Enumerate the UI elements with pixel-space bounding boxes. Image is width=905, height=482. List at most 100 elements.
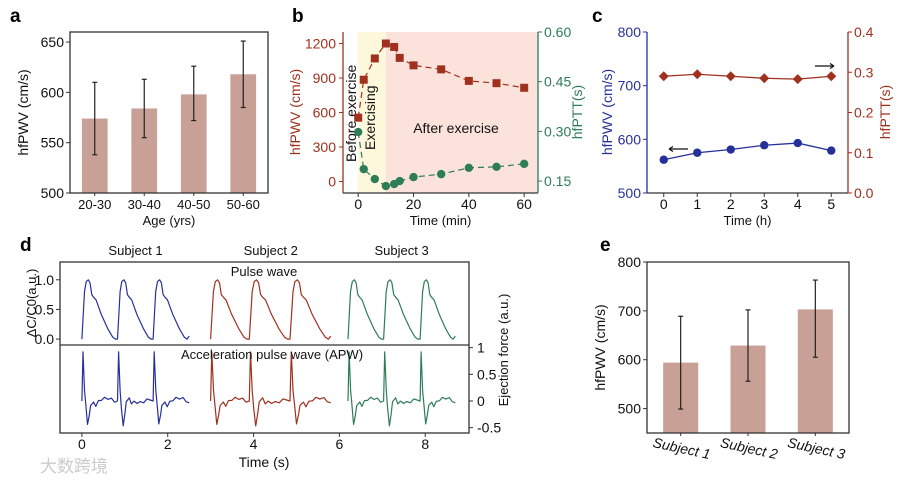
data-point-hfpwv: [520, 83, 529, 92]
y-tick-label-e: 800: [618, 254, 642, 270]
y-tick-label-d: 0.0: [35, 331, 55, 347]
plot-frame-a: [69, 31, 269, 194]
data-point-hfptt: [464, 163, 474, 173]
data-point-hfptt: [725, 71, 736, 82]
subject-label-3: Subject 3: [375, 243, 429, 258]
y2-tick-label-b: 0.30: [544, 123, 571, 139]
y-axis-label-b: hfPWV (cm/s): [287, 69, 303, 155]
data-point-hfptt: [792, 74, 803, 85]
y-tick-label-e: 700: [618, 303, 642, 319]
data-point-hfpwv: [409, 61, 418, 70]
x-tick-label-b: 0: [354, 196, 362, 212]
y-tick-label-e: 500: [618, 401, 642, 417]
subject-label-1: Subject 1: [108, 243, 162, 258]
data-point-hfptt: [759, 73, 770, 84]
apw-wave-subject-2: [210, 351, 331, 427]
x-tick-label-a: 50-60: [227, 197, 260, 212]
x-tick-label-d: 6: [335, 436, 343, 452]
panel-label-d: d: [20, 235, 32, 256]
y2-tick-label-d: 1: [477, 340, 485, 356]
data-point-hfpwv: [395, 53, 404, 62]
data-point-hfpwv: [793, 138, 802, 148]
x-tick-label-a: 40-50: [177, 197, 210, 212]
pulse-wave-subject-1: [81, 279, 190, 340]
series-line-hfpwv: [663, 142, 832, 161]
region-label-after: After exercise: [413, 120, 499, 136]
data-point-hfptt: [359, 164, 368, 174]
y-tick-label-c: 700: [618, 78, 642, 94]
y-tick-label-b: 900: [313, 70, 337, 86]
y2-axis-label-d: Ejection force (a.u.): [496, 294, 511, 407]
panel-label-e: e: [600, 235, 611, 256]
data-point-hfptt: [436, 169, 446, 179]
x-axis-label-b: Time (min): [410, 213, 472, 228]
x-axis-label-a: Age (yrs): [143, 213, 196, 228]
x-tick-label-c: 2: [727, 196, 735, 212]
x-tick-label-b: 40: [461, 196, 477, 212]
y2-tick-label-b: 0.45: [544, 74, 571, 90]
x-tick-label-e: Subject 2: [719, 434, 780, 462]
apw-wave-subject-3: [347, 351, 456, 427]
data-point-hfptt: [354, 127, 363, 137]
arrow-right-icon: [815, 62, 835, 70]
data-point-hfpwv: [359, 75, 368, 84]
x-tick-label-d: 4: [250, 436, 258, 452]
y2-tick-label-d: 0.5: [477, 366, 497, 382]
data-point-hfptt: [381, 181, 391, 191]
y2-tick-label-c: 0.4: [854, 24, 874, 40]
pulse-wave-subject-3: [347, 279, 456, 340]
data-point-hfpwv: [492, 79, 501, 88]
region-2: [385, 32, 538, 193]
y-tick-label-c: 800: [618, 24, 642, 40]
data-point-hfpwv: [827, 146, 836, 155]
y2-tick-label-c: 0.3: [854, 64, 874, 80]
panel-label-b: b: [292, 6, 304, 27]
data-point-hfptt: [519, 159, 529, 169]
data-point-hfpwv: [693, 148, 702, 157]
x-tick-label-d: 0: [78, 436, 86, 452]
data-point-hfpwv: [760, 141, 769, 150]
data-point-hfpwv: [464, 76, 473, 85]
data-point-hfpwv: [354, 113, 363, 122]
x-axis-label-d: Time (s): [239, 454, 290, 470]
y2-tick-label-d: -0.5: [477, 420, 501, 436]
data-point-hfpwv: [390, 42, 399, 51]
watermark: 大数跨境: [40, 457, 108, 476]
data-point-hfptt: [409, 172, 418, 182]
y-tick-label-a: 600: [41, 84, 65, 100]
x-tick-label-a: 20-30: [78, 197, 111, 212]
x-tick-label-b: 20: [406, 196, 422, 212]
y2-tick-label-b: 0.15: [544, 173, 571, 189]
region-label-before: Before exercise: [343, 65, 359, 162]
x-tick-label-d: 8: [421, 436, 429, 452]
x-tick-label-e: Subject 1: [651, 434, 711, 462]
subject-label-2: Subject 2: [244, 243, 298, 258]
panel-label-c: c: [592, 6, 603, 27]
panel-label-a: a: [10, 6, 21, 27]
apw-wave-subject-1: [81, 351, 190, 427]
series-line-hfptt: [663, 73, 832, 80]
y-tick-label-d: 0.5: [35, 301, 55, 317]
y-tick-label-c: 500: [618, 185, 642, 201]
y-axis-label-c: hfPWV (cm/s): [599, 69, 615, 155]
x-tick-label-b: 60: [516, 196, 532, 212]
data-point-hfpwv: [370, 54, 379, 63]
data-point-hfptt: [658, 71, 669, 82]
data-point-hfptt: [692, 69, 703, 80]
y2-tick-label-b: 0.60: [544, 24, 571, 40]
y-axis-label-e: hfPWV (cm/s): [592, 304, 608, 390]
y-tick-label-e: 600: [618, 352, 642, 368]
x-tick-label-d: 2: [164, 436, 172, 452]
data-point-hfpwv: [437, 65, 446, 74]
data-point-hfpwv: [659, 155, 668, 164]
x-tick-label-c: 4: [794, 196, 802, 212]
y2-axis-label-c: hfPTT(s): [877, 85, 893, 139]
y2-tick-label-c: 0.2: [854, 105, 874, 121]
apw-label: Acceleration pulse wave (APW): [181, 347, 363, 362]
y-tick-label-d: 1.0: [35, 272, 55, 288]
y-tick-label-a: 550: [41, 135, 65, 151]
x-tick-label-c: 0: [660, 196, 668, 212]
data-point-hfptt: [492, 162, 501, 172]
y-tick-label-b: 600: [313, 105, 337, 121]
